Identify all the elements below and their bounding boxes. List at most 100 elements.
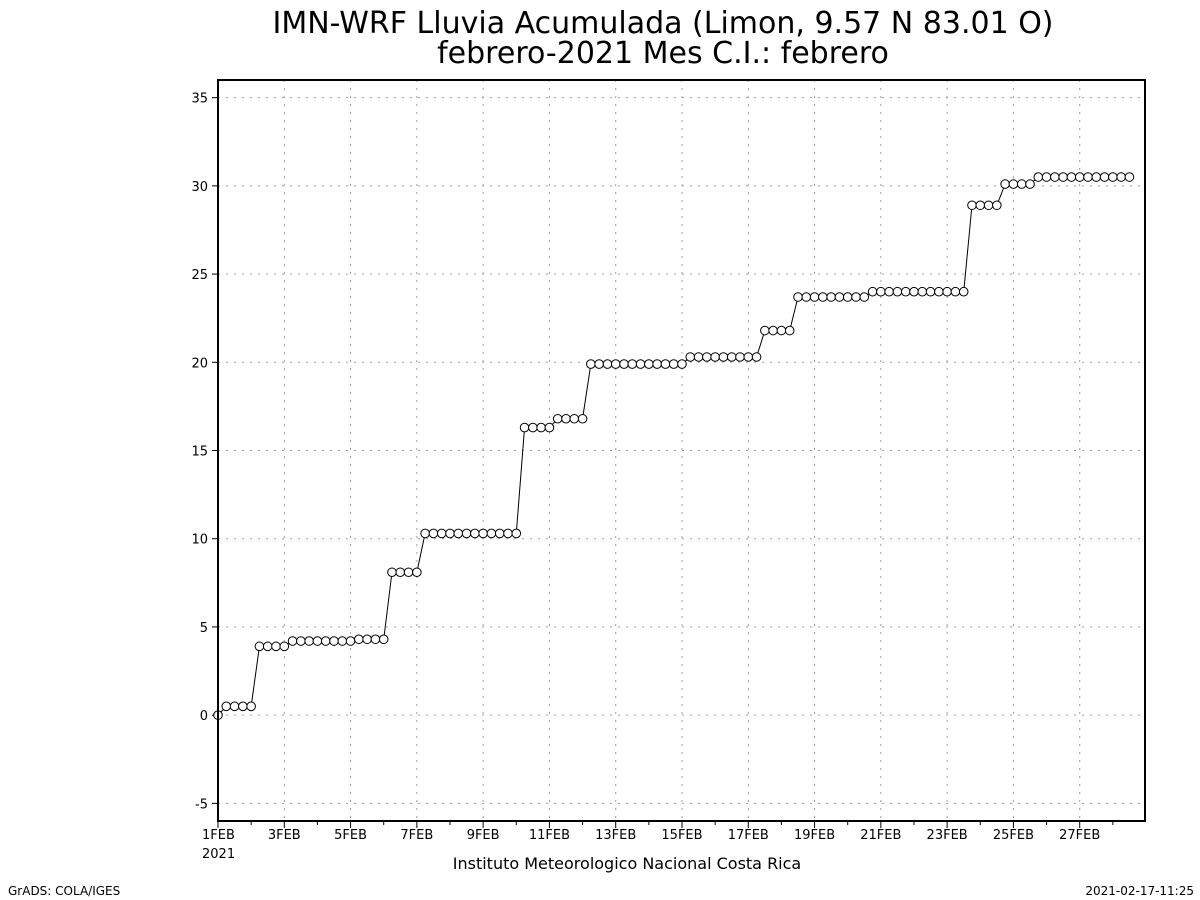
data-point [1108, 172, 1118, 182]
data-point [751, 352, 762, 362]
data-point [1016, 179, 1027, 189]
data-point [262, 641, 273, 652]
data-point [1041, 172, 1052, 182]
data-point [569, 413, 580, 424]
data-point [320, 636, 331, 646]
data-point [1074, 172, 1085, 182]
data-point [1033, 172, 1044, 182]
y-tick-label: 25 [191, 268, 208, 283]
data-point [528, 422, 538, 433]
data-point [652, 359, 662, 369]
chart-title: IMN-WRF Lluvia Acumulada (Limon, 9.57 N … [272, 6, 1053, 41]
data-point [1116, 172, 1126, 182]
x-tick-label: 13FEB [595, 828, 636, 843]
data-point [983, 200, 994, 211]
data-point [876, 286, 886, 297]
y-tick-label: 15 [191, 445, 208, 460]
data-point [784, 325, 795, 336]
x-axis-label: Instituto Meteorologico Nacional Costa R… [453, 854, 801, 873]
x-tick-label: 7FEB [400, 828, 433, 843]
data-point [536, 422, 546, 433]
data-point [834, 292, 845, 302]
data-point [1099, 172, 1110, 182]
data-point [486, 528, 497, 539]
data-point [470, 528, 480, 539]
data-point [942, 286, 952, 297]
data-point [826, 292, 836, 302]
data-point [271, 641, 281, 652]
data-point [950, 286, 961, 297]
data-point [842, 292, 853, 302]
y-tick-label: 30 [191, 180, 208, 195]
x-tick-label: 17FEB [728, 828, 769, 843]
data-point [378, 634, 389, 645]
data-point [735, 352, 745, 362]
data-point [934, 286, 944, 297]
data-point [909, 286, 919, 297]
data-point [967, 200, 977, 211]
y-tick-label: 35 [191, 92, 208, 107]
y-axis-ticks: -5 0 5 10 15 20 25 30 35 [191, 92, 218, 812]
x-tick-label: 25FEB [993, 828, 1034, 843]
data-point [337, 636, 348, 646]
data-point [229, 701, 240, 712]
data-point [461, 528, 472, 539]
data-point [610, 359, 621, 369]
data-point [478, 528, 488, 539]
data-point [304, 636, 314, 646]
data-point [668, 359, 679, 369]
data-point [900, 286, 911, 297]
x-year-label: 2021 [202, 847, 235, 862]
x-tick-label: 23FEB [927, 828, 968, 843]
data-point [710, 352, 720, 362]
data-point [619, 359, 629, 369]
data-point [1000, 179, 1010, 189]
data-point [702, 352, 712, 362]
x-tick-label: 1FEB [202, 828, 235, 843]
data-point [312, 636, 323, 646]
data-point [594, 359, 604, 369]
data-point [279, 641, 290, 652]
data-point [387, 567, 397, 578]
data-point [254, 641, 265, 652]
x-tick-label: 3FEB [268, 828, 301, 843]
data-point [494, 528, 505, 539]
x-tick-label: 27FEB [1059, 828, 1100, 843]
data-point [776, 325, 787, 336]
data-point [809, 292, 820, 302]
data-point [793, 292, 803, 302]
data-point [586, 359, 596, 369]
data-point [503, 528, 513, 539]
data-point [403, 567, 414, 578]
data-point [453, 528, 464, 539]
data-point [677, 359, 687, 369]
x-tick-label: 19FEB [794, 828, 835, 843]
data-point [685, 352, 696, 362]
data-point [867, 286, 878, 297]
data-point [246, 701, 256, 712]
data-point [544, 422, 555, 433]
data-point [1066, 172, 1077, 182]
data-point [818, 292, 828, 302]
data-point [354, 634, 364, 645]
data-point [1008, 179, 1019, 189]
data-point [362, 634, 372, 645]
data-point [718, 352, 729, 362]
data-point [561, 413, 571, 424]
plot-frame [217, 79, 1146, 822]
data-point [992, 200, 1002, 211]
data-point [412, 567, 422, 578]
data-point [428, 528, 439, 539]
data-point [1083, 172, 1093, 182]
y-tick-label: 5 [200, 621, 208, 636]
data-point [925, 286, 936, 297]
chart-subtitle: febrero-2021 Mes C.I.: febrero [437, 36, 889, 71]
y-tick-label: 20 [191, 356, 208, 371]
data-point [635, 359, 646, 369]
data-point [287, 636, 298, 646]
data-point [519, 422, 530, 433]
data-point [627, 359, 638, 369]
data-point [760, 325, 770, 336]
series-line [217, 176, 1130, 716]
data-point [238, 701, 248, 712]
